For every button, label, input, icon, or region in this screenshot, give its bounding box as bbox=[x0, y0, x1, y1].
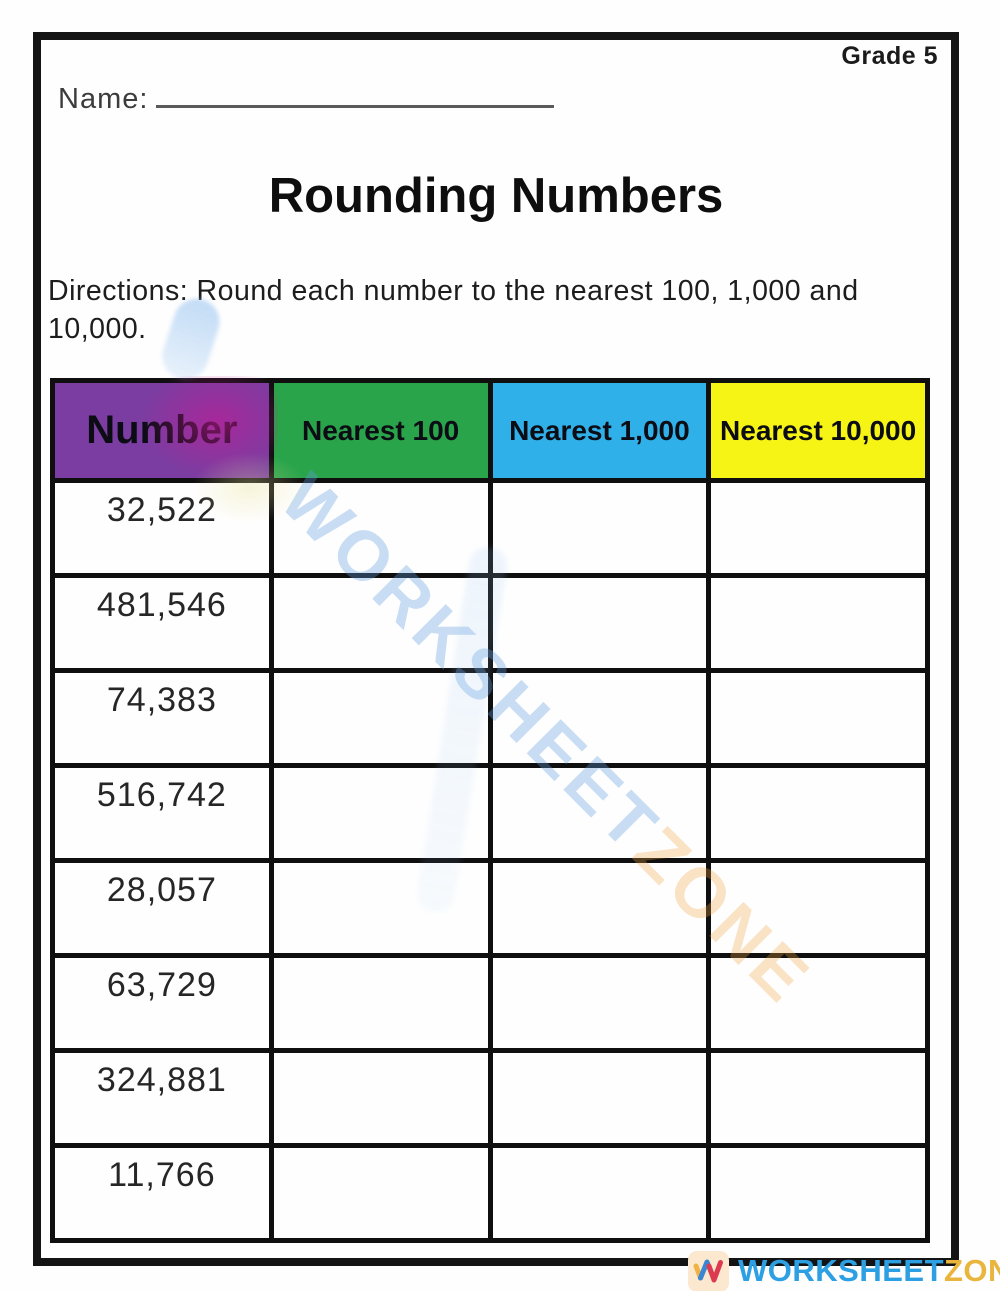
answer-cell-nearest-10000[interactable] bbox=[706, 763, 930, 863]
answer-cell-nearest-100[interactable] bbox=[268, 1143, 493, 1243]
answer-cell-nearest-10000[interactable] bbox=[706, 1048, 930, 1148]
number-cell: 481,546 bbox=[50, 573, 274, 673]
table-row: 324,881 bbox=[50, 1048, 930, 1148]
number-cell: 11,766 bbox=[50, 1143, 274, 1243]
answer-cell-nearest-1000[interactable] bbox=[487, 668, 712, 768]
worksheetzone-logo: WORKSHEETZONE bbox=[688, 1250, 1000, 1291]
number-cell: 324,881 bbox=[50, 1048, 274, 1148]
table-row: 516,742 bbox=[50, 763, 930, 863]
name-row: Name: bbox=[58, 82, 555, 116]
table-row: 11,766 bbox=[50, 1143, 930, 1243]
answer-cell-nearest-1000[interactable] bbox=[487, 1048, 712, 1148]
column-header-nearest-10000: Nearest 10,000 bbox=[706, 378, 930, 483]
table-row: 74,383 bbox=[50, 668, 930, 768]
number-cell: 74,383 bbox=[50, 668, 274, 768]
answer-cell-nearest-100[interactable] bbox=[268, 478, 493, 578]
worksheetzone-w-icon bbox=[688, 1250, 729, 1291]
answer-cell-nearest-1000[interactable] bbox=[487, 573, 712, 673]
answer-cell-nearest-100[interactable] bbox=[268, 858, 493, 958]
number-cell: 32,522 bbox=[50, 478, 274, 578]
page-title: Rounding Numbers bbox=[268, 169, 724, 223]
answer-cell-nearest-10000[interactable] bbox=[706, 1143, 930, 1243]
wordmark-primary: WORKSHEET bbox=[738, 1253, 944, 1288]
answer-cell-nearest-1000[interactable] bbox=[487, 478, 712, 578]
name-fill-line[interactable] bbox=[156, 82, 555, 108]
table-row: 63,729 bbox=[50, 953, 930, 1053]
number-cell: 516,742 bbox=[50, 763, 274, 863]
answer-cell-nearest-10000[interactable] bbox=[706, 573, 930, 673]
directions-text: Directions: Round each number to the nea… bbox=[48, 275, 859, 346]
answer-cell-nearest-100[interactable] bbox=[268, 1048, 493, 1148]
answer-cell-nearest-1000[interactable] bbox=[487, 858, 712, 958]
table-row: 481,546 bbox=[50, 573, 930, 673]
table-row: 32,522 bbox=[50, 478, 930, 578]
column-header-nearest-1000: Nearest 1,000 bbox=[487, 378, 712, 483]
wordmark-secondary: ZONE bbox=[944, 1253, 1000, 1288]
number-cell: 28,057 bbox=[50, 858, 274, 958]
table-header-row: Number Nearest 100 Nearest 1,000 Nearest… bbox=[50, 378, 930, 483]
answer-cell-nearest-100[interactable] bbox=[268, 668, 493, 768]
column-header-nearest-100: Nearest 100 bbox=[268, 378, 493, 483]
page-border-frame bbox=[33, 32, 959, 1266]
answer-cell-nearest-10000[interactable] bbox=[706, 668, 930, 768]
grade-label: Grade 5 bbox=[841, 42, 938, 70]
worksheetzone-wordmark: WORKSHEETZONE bbox=[738, 1253, 1000, 1289]
rounding-table: Number Nearest 100 Nearest 1,000 Nearest… bbox=[50, 378, 930, 1243]
answer-cell-nearest-10000[interactable] bbox=[706, 858, 930, 958]
answer-cell-nearest-1000[interactable] bbox=[487, 763, 712, 863]
number-cell: 63,729 bbox=[50, 953, 274, 1053]
answer-cell-nearest-10000[interactable] bbox=[706, 953, 930, 1053]
answer-cell-nearest-1000[interactable] bbox=[487, 953, 712, 1053]
column-header-number: Number bbox=[50, 378, 274, 483]
answer-cell-nearest-100[interactable] bbox=[268, 763, 493, 863]
table-row: 28,057 bbox=[50, 858, 930, 958]
answer-cell-nearest-10000[interactable] bbox=[706, 478, 930, 578]
answer-cell-nearest-100[interactable] bbox=[268, 953, 493, 1053]
answer-cell-nearest-100[interactable] bbox=[268, 573, 493, 673]
answer-cell-nearest-1000[interactable] bbox=[487, 1143, 712, 1243]
name-label: Name: bbox=[58, 83, 149, 115]
